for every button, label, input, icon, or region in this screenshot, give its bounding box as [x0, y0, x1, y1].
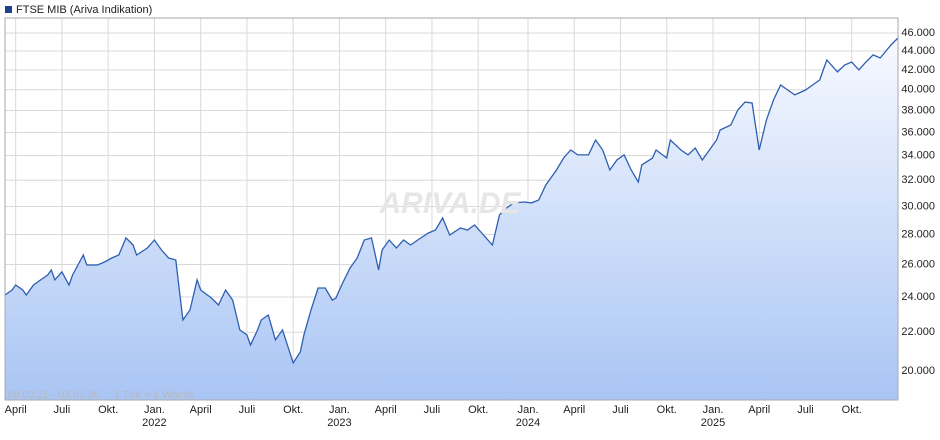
- note: 08.03.21 - 03.01.26: [8, 389, 99, 401]
- x-tick-year: 2025: [701, 417, 725, 429]
- x-tick-label: Juli: [54, 404, 71, 416]
- watermark: ARIVA.DE: [378, 187, 521, 220]
- y-tick-label: 30.000: [901, 200, 935, 212]
- legend-swatch: [5, 6, 12, 13]
- x-tick-label: Jan.: [703, 404, 724, 416]
- y-tick-label: 32.000: [901, 174, 935, 186]
- y-tick-label: 34.000: [901, 150, 935, 162]
- x-tick-label: Jan.: [518, 404, 539, 416]
- x-tick-label: Juli: [612, 404, 629, 416]
- x-tick-label: April: [748, 404, 770, 416]
- x-tick-label: Okt.: [98, 404, 118, 416]
- y-tick-label: 38.000: [901, 104, 935, 116]
- y-tick-label: 28.000: [901, 228, 935, 240]
- x-tick-label: April: [563, 404, 585, 416]
- x-tick-label: Okt.: [283, 404, 303, 416]
- plot-frame: [4, 17, 899, 401]
- note: 1 Tick = 1 Woche: [114, 389, 195, 401]
- x-tick-label: Juli: [239, 404, 256, 416]
- x-tick-label: April: [190, 404, 212, 416]
- x-tick-label: April: [5, 404, 27, 416]
- chart-title: FTSE MIB (Ariva Indikation): [16, 4, 152, 16]
- area-fill: [5, 38, 898, 400]
- y-tick-label: 26.000: [901, 258, 935, 270]
- x-tick-label: Juli: [424, 404, 441, 416]
- price-line: [4, 37, 899, 365]
- y-tick-label: 24.000: [901, 291, 935, 303]
- x-tick-label: Okt.: [468, 404, 488, 416]
- x-tick-label: Okt.: [657, 404, 677, 416]
- x-tick-label: Jan.: [329, 404, 350, 416]
- y-tick-label: 36.000: [901, 126, 935, 138]
- x-tick-label: Juli: [797, 404, 814, 416]
- y-tick-label: 44.000: [901, 45, 935, 57]
- x-tick-label: Okt.: [842, 404, 862, 416]
- x-tick-label: Jan.: [144, 404, 165, 416]
- y-tick-label: 22.000: [901, 326, 935, 338]
- x-tick-year: 2022: [142, 417, 166, 429]
- y-tick-label: 42.000: [901, 64, 935, 76]
- x-tick-year: 2024: [516, 417, 540, 429]
- y-tick-label: 46.000: [901, 27, 935, 39]
- y-tick-label: 40.000: [901, 84, 935, 96]
- x-tick-year: 2023: [327, 417, 351, 429]
- y-tick-label: 20.000: [901, 365, 935, 377]
- x-tick-label: April: [375, 404, 397, 416]
